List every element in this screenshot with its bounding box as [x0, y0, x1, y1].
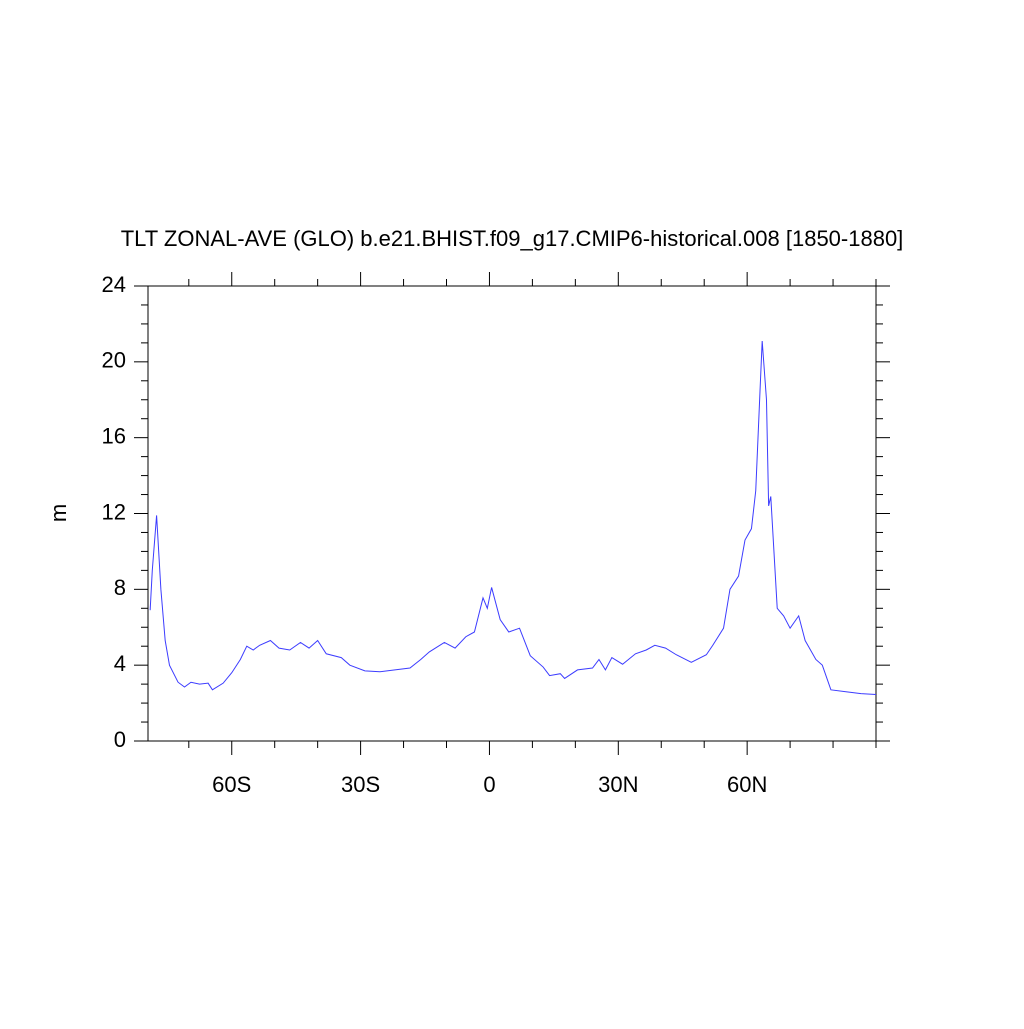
x-tick-label: 60S	[212, 772, 251, 797]
y-tick-label: 24	[102, 272, 126, 297]
chart-title: TLT ZONAL-AVE (GLO) b.e21.BHIST.f09_g17.…	[121, 226, 904, 251]
y-tick-label: 4	[114, 651, 126, 676]
y-tick-label: 20	[102, 348, 126, 373]
y-axis-label: m	[46, 504, 71, 522]
x-tick-label: 30S	[341, 772, 380, 797]
y-tick-label: 16	[102, 423, 126, 448]
x-tick-label: 60N	[727, 772, 767, 797]
plot-frame	[147, 285, 877, 742]
y-tick-label: 0	[114, 727, 126, 752]
x-tick-label: 0	[483, 772, 495, 797]
y-tick-label: 8	[114, 575, 126, 600]
x-tick-label: 30N	[598, 772, 638, 797]
data-line	[149, 340, 877, 696]
y-tick-label: 12	[102, 499, 126, 524]
